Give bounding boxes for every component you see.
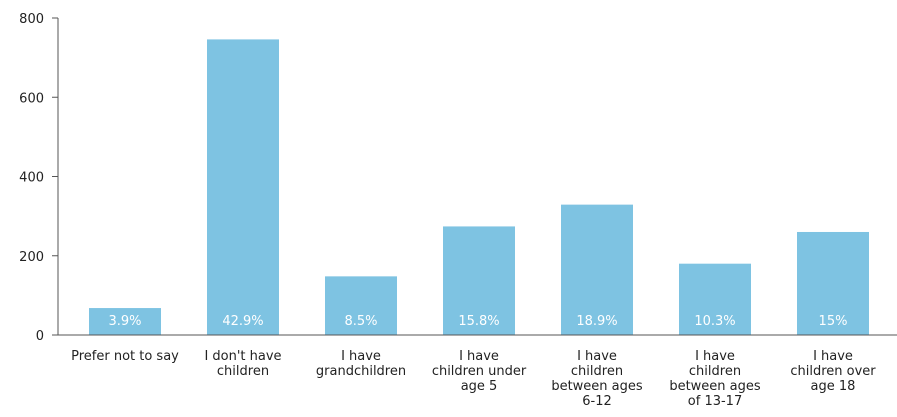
x-tick-label: Prefer not to say (71, 349, 179, 364)
x-tick-label-line: I have (813, 349, 853, 364)
data-label: 42.9% (222, 314, 263, 329)
x-tick-label-line: between ages (551, 379, 643, 394)
x-tick-label-line: children (689, 364, 741, 379)
x-tick-label: I have children under age 5 (432, 349, 527, 394)
bar (679, 263, 751, 335)
y-tick-label: 800 (19, 12, 44, 27)
x-tick-label: I have grandchildren (316, 349, 406, 379)
bars: 3.9% 42.9% 8.5% 15.8% 18.9% 10.3% 15% (89, 39, 869, 336)
x-tick-label-line: Prefer not to say (71, 349, 179, 364)
data-label: 3.9% (108, 314, 141, 329)
x-tick-label: I have children over age 18 (790, 349, 876, 394)
y-axis: 0 200 400 600 800 (19, 12, 59, 344)
x-tick-label-line: children (217, 364, 269, 379)
x-tick-label-line: I have (577, 349, 617, 364)
x-tick-label-line: of 13-17 (688, 394, 742, 409)
x-tick-label-line: children over (790, 364, 876, 379)
x-tick-label-line: between ages (669, 379, 761, 394)
y-tick-label: 600 (19, 91, 44, 106)
data-label: 15.8% (458, 314, 499, 329)
data-label: 8.5% (344, 314, 377, 329)
x-tick-label-line: grandchildren (316, 364, 406, 379)
bar (797, 231, 869, 335)
bar (207, 39, 279, 336)
x-tick-label-line: age 18 (811, 379, 856, 394)
x-tick-label-line: age 5 (461, 379, 498, 394)
x-tick-label: I have children between ages of 13-17 (669, 349, 761, 409)
x-tick-label: I have children between ages 6-12 (551, 349, 643, 409)
x-tick-label-line: I have (459, 349, 499, 364)
bar (325, 276, 397, 335)
bar (89, 308, 161, 335)
y-tick-label: 400 (19, 171, 44, 186)
x-tick-label-line: I have (341, 349, 381, 364)
x-tick-label: I don't have children (204, 349, 281, 379)
x-tick-label-line: children (571, 364, 623, 379)
data-label: 18.9% (576, 314, 617, 329)
x-tick-label-line: 6-12 (582, 394, 612, 409)
x-tick-label-line: I have (695, 349, 735, 364)
x-tick-label-line: children under (432, 364, 527, 379)
data-label: 15% (819, 314, 848, 329)
y-tick-label: 0 (36, 329, 44, 344)
bar (561, 204, 633, 335)
data-label: 10.3% (694, 314, 735, 329)
x-tick-label-line: I don't have (204, 349, 281, 364)
bar (443, 226, 515, 335)
y-tick-label: 200 (19, 250, 44, 265)
